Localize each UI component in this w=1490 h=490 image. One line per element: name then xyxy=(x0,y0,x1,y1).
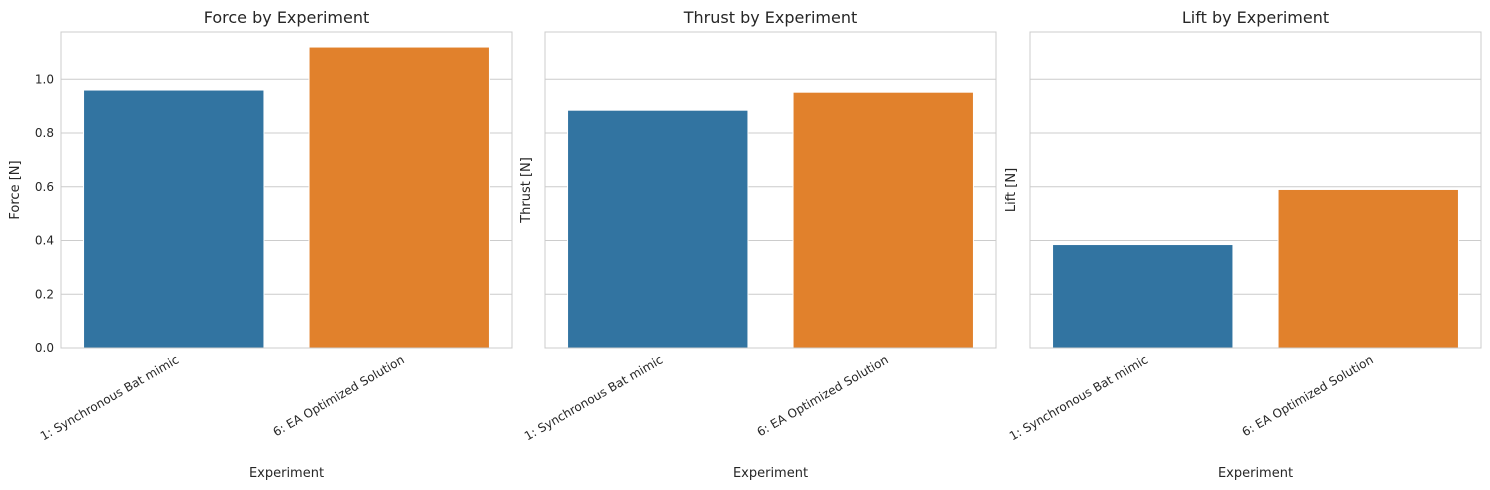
bar-2-1 xyxy=(567,109,749,349)
bar-2-2 xyxy=(792,91,974,349)
y-tick-label-1-0: 0.0 xyxy=(35,341,54,355)
chart-title-1: Force by Experiment xyxy=(204,8,370,27)
x-axis-label-3: Experiment xyxy=(1218,466,1293,481)
x-tick-label-2-1: 1: Synchronous Bat mimic xyxy=(522,352,665,443)
x-tick-label-1-1: 1: Synchronous Bat mimic xyxy=(38,352,181,443)
chart-title-3: Lift by Experiment xyxy=(1182,8,1329,27)
bar-1-2 xyxy=(308,46,490,349)
x-axis-label-2: Experiment xyxy=(733,466,808,481)
x-tick-label-2-2: 6: EA Optimized Solution xyxy=(755,352,891,439)
bar-3-2 xyxy=(1277,188,1459,349)
y-tick-label-1-3: 0.6 xyxy=(35,180,54,194)
y-tick-label-1-2: 0.4 xyxy=(35,234,54,248)
x-axis-label-1: Experiment xyxy=(249,466,324,481)
chart-panel-3: Lift by Experiment Lift [N] 1: Synchronous… xyxy=(1004,8,1482,481)
axes-frame-3 xyxy=(1029,31,1482,349)
chart-panel-2: Thrust by Experiment Thrust [N] 1: Synchro… xyxy=(519,8,997,481)
y-tick-label-1-4: 0.8 xyxy=(35,126,54,140)
chart-title-2: Thrust by Experiment xyxy=(683,8,857,27)
bar-1-1 xyxy=(83,89,265,349)
x-tick-label-1-2: 6: EA Optimized Solution xyxy=(271,352,407,439)
axes-frame-2 xyxy=(544,31,997,349)
y-axis-label-2: Thrust [N] xyxy=(519,157,534,224)
x-tick-label-3-2: 6: EA Optimized Solution xyxy=(1240,352,1376,439)
y-axis-label-1: Force [N] xyxy=(8,160,23,219)
bar-3-1 xyxy=(1052,244,1234,349)
chart-panel-1: Force by Experiment 0.0 0.2 0.4 0.6 0.8 1.0 For… xyxy=(8,8,513,481)
x-tick-label-3-1: 1: Synchronous Bat mimic xyxy=(1007,352,1150,443)
y-tick-label-1-5: 1.0 xyxy=(35,72,54,86)
y-axis-label-3: Lift [N] xyxy=(1004,168,1019,212)
y-tick-label-1-1: 0.2 xyxy=(35,287,54,301)
axes-frame-1 xyxy=(60,31,513,349)
